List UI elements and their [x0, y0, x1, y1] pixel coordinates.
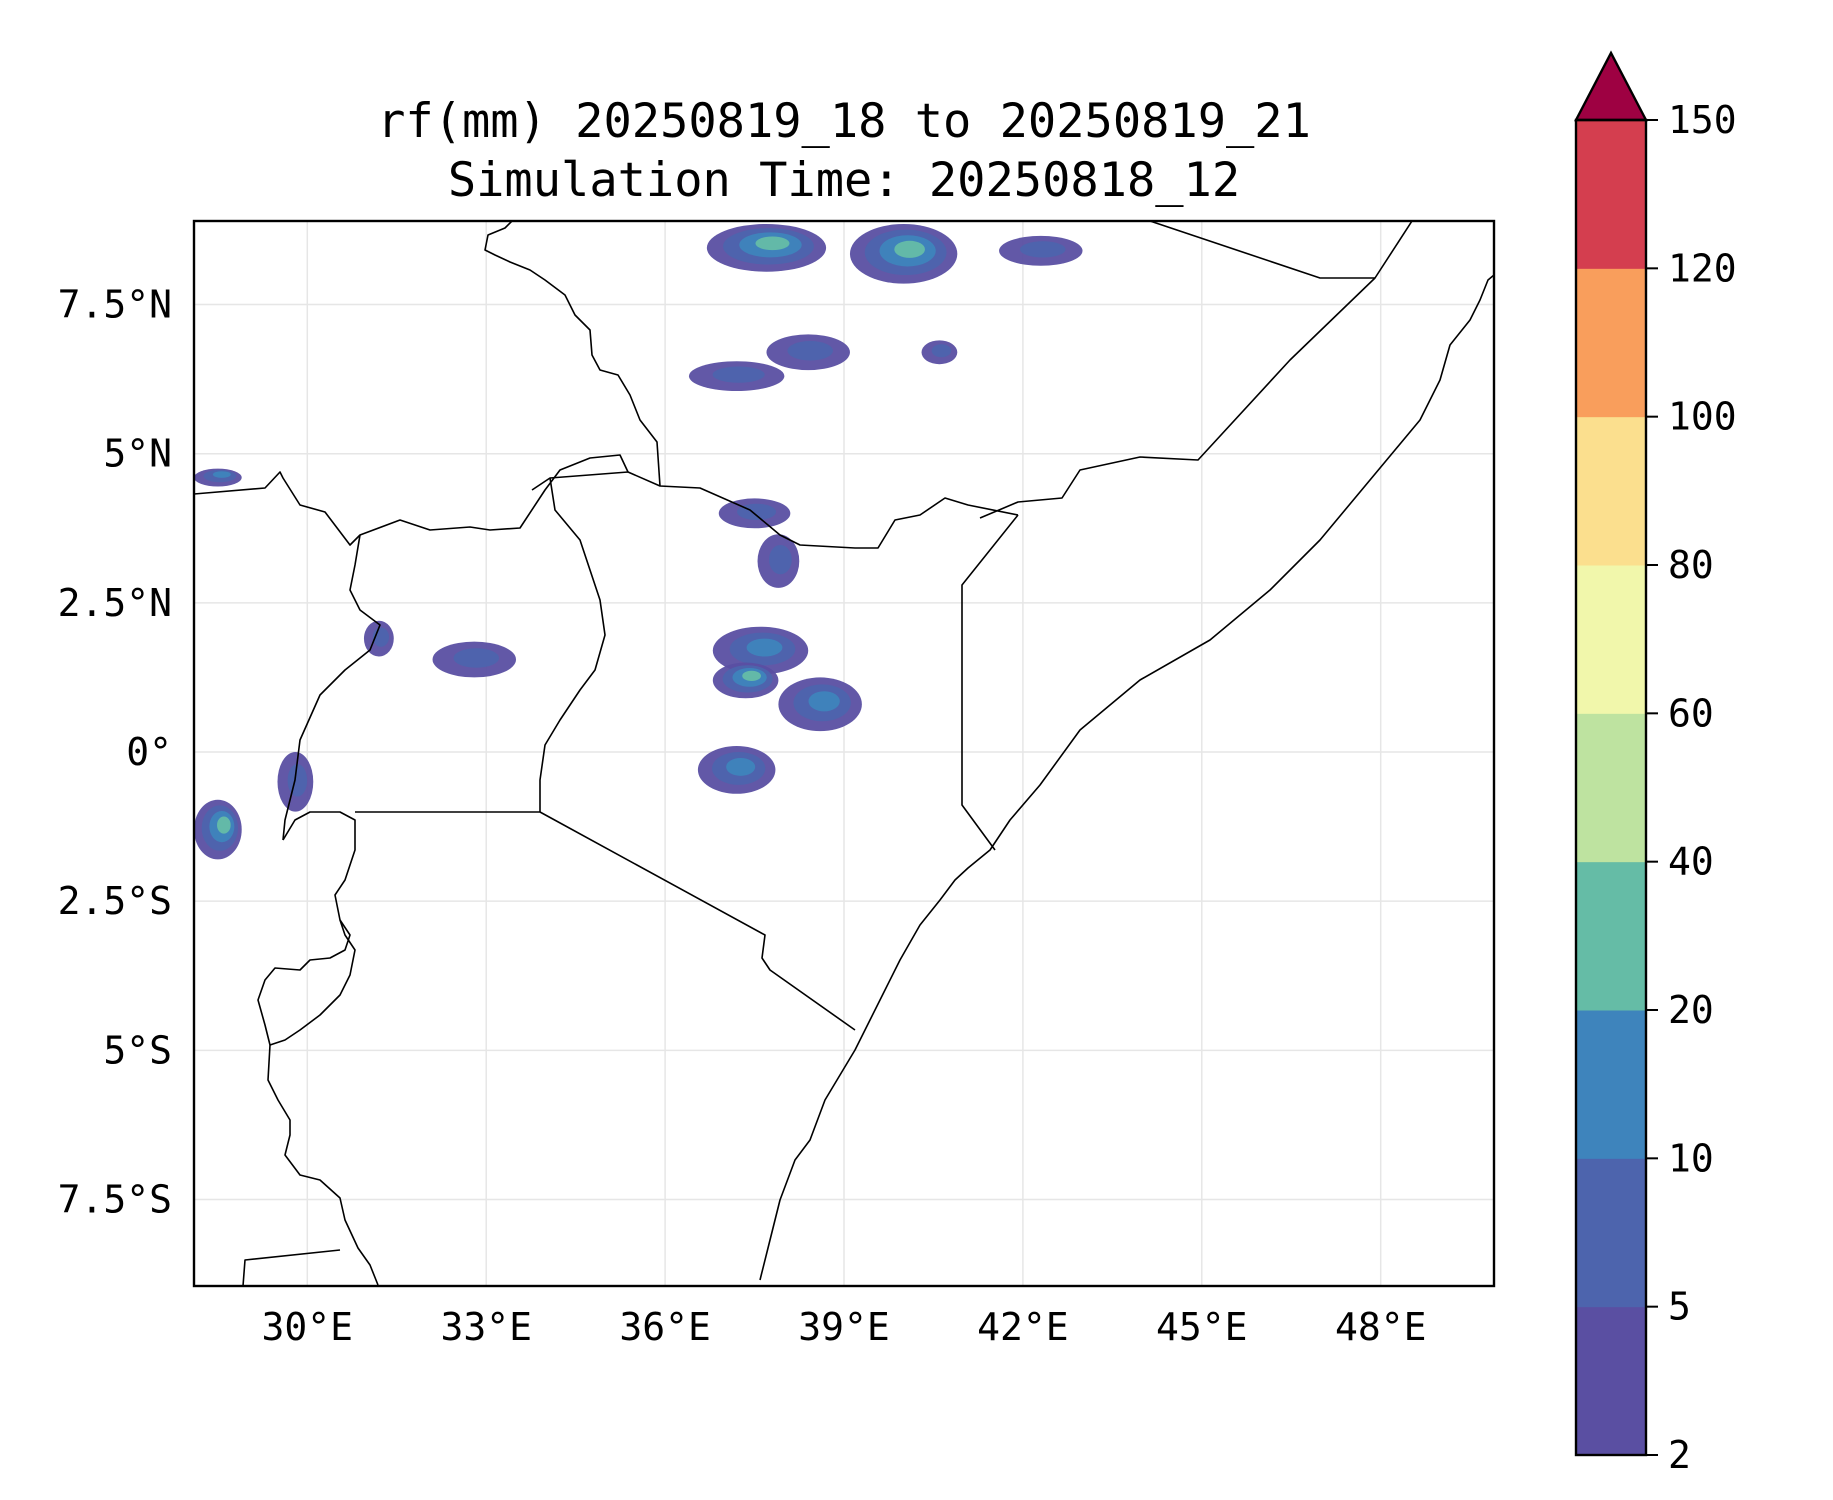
colorbar-tick-label: 150: [1668, 98, 1737, 142]
border-uganda-west: [282, 534, 381, 841]
rain-contour: [769, 544, 792, 575]
rain-cell: [277, 752, 314, 812]
colorbar-extend-triangle: [1574, 50, 1648, 122]
latitude-axis: 7.5°N 5°N 2.5°N 0° 2.5°S 5°S 7.5°S: [58, 283, 172, 1222]
colorbar-segment: [1576, 713, 1646, 863]
colorbar-tick-label: 120: [1668, 246, 1737, 290]
colorbar-segment: [1576, 565, 1646, 714]
lon-tick-label: 30°E: [262, 1305, 354, 1349]
lat-tick-label: 7.5°S: [58, 1177, 172, 1221]
rain-contour: [287, 764, 308, 797]
lat-tick-label: 0°: [126, 730, 172, 774]
colorbar-segment: [1576, 268, 1646, 418]
rain-contour: [217, 816, 231, 834]
rain-contour: [808, 691, 840, 712]
colorbar-segment: [1576, 120, 1646, 269]
border-tanzania-zambia: [242, 1249, 341, 1286]
border-southsudan-ethiopia: [484, 221, 661, 487]
lon-tick-label: 36°E: [619, 1305, 711, 1349]
rain-cell: [697, 746, 776, 794]
colorbar-segment: [1576, 1306, 1646, 1456]
lat-tick-label: 5°N: [103, 432, 172, 476]
country-borders: [194, 221, 1494, 1286]
title-line-2: Simulation Time: 20250818_12: [448, 153, 1240, 208]
rain-cell: [194, 468, 242, 487]
rain-cell: [712, 626, 809, 675]
colorbar-tick-label: 20: [1668, 988, 1714, 1032]
colorbar-frame: [1574, 118, 1648, 1457]
rain-contour: [726, 757, 756, 776]
longitude-axis: 30°E 33°E 36°E 39°E 42°E 45°E 48°E: [262, 1305, 1427, 1349]
border-ethiopia-djibouti: [1149, 221, 1375, 279]
gridlines: [194, 221, 1494, 1286]
rain-cell: [432, 641, 517, 678]
lon-tick-label: 45°E: [1156, 1305, 1248, 1349]
rain-contour: [742, 670, 761, 682]
rain-contour: [931, 344, 952, 358]
colorbar-segment: [1576, 1010, 1646, 1159]
rain-contour: [712, 366, 765, 383]
rain-contour: [746, 638, 783, 657]
colorbar-segment: [1576, 1158, 1646, 1308]
rainfall-field: [194, 223, 1083, 860]
rain-cell: [999, 235, 1083, 266]
colorbar-tick-label: 2: [1668, 1433, 1691, 1477]
lon-tick-label: 42°E: [977, 1305, 1069, 1349]
rain-cell: [766, 334, 850, 371]
colorbar-tick-label: 10: [1668, 1136, 1714, 1180]
title-line-1: rf(mm) 20250819_18 to 20250819_21: [377, 94, 1311, 149]
rain-cell: [778, 677, 862, 732]
lon-tick-label: 48°E: [1335, 1305, 1427, 1349]
border-kenya-ethiopia: [531, 471, 1019, 549]
border-tanzania-north: [355, 811, 856, 1031]
lon-tick-label: 39°E: [798, 1305, 890, 1349]
border-somalia-ethiopia: [979, 221, 1413, 519]
border-kenya-somalia: [961, 514, 1019, 851]
rain-contour: [212, 471, 231, 478]
rain-cell: [849, 223, 958, 284]
colorbar-segment: [1576, 416, 1646, 566]
map-axes: 30°E 33°E 36°E 39°E 42°E 45°E 48°E 7.5°N 5°N 2.5…: [58, 219, 1496, 1349]
rain-contour: [453, 648, 500, 668]
rain-cell: [706, 223, 827, 272]
rain-cell: [688, 361, 785, 392]
border-rwanda-burundi: [257, 811, 356, 1046]
lat-tick-label: 7.5°N: [58, 283, 172, 327]
lat-tick-label: 2.5°N: [58, 581, 172, 625]
rain-contour: [755, 236, 790, 251]
rain-cell: [194, 799, 242, 860]
map-frame: [192, 219, 1496, 1288]
colorbar-tick-label: 40: [1668, 840, 1714, 884]
colorbar-segment: [1576, 861, 1646, 1011]
rain-contour: [787, 340, 833, 361]
rain-contour: [894, 240, 925, 258]
lat-tick-label: 5°S: [103, 1028, 172, 1072]
colorbar-tick-label: 80: [1668, 543, 1714, 587]
rain-cell: [712, 662, 779, 699]
coastline: [759, 274, 1494, 1281]
rain-contour: [1020, 241, 1066, 258]
colorbar-tick-label: 100: [1668, 395, 1737, 439]
lat-tick-label: 2.5°S: [58, 879, 172, 923]
border-drc-west: [267, 1044, 379, 1286]
border-southsudan-uganda: [194, 454, 629, 546]
border-uganda-kenya: [539, 477, 606, 812]
border-tanzania-west: [269, 919, 356, 1046]
lon-tick-label: 33°E: [440, 1305, 532, 1349]
colorbar: 2 5 10 20 40 60 80 100 120 150: [1574, 50, 1737, 1477]
rain-cell: [921, 340, 958, 365]
colorbar-tick-label: 5: [1668, 1285, 1691, 1329]
colorbar-tick-label: 60: [1668, 691, 1714, 735]
rain-cell: [757, 534, 800, 588]
